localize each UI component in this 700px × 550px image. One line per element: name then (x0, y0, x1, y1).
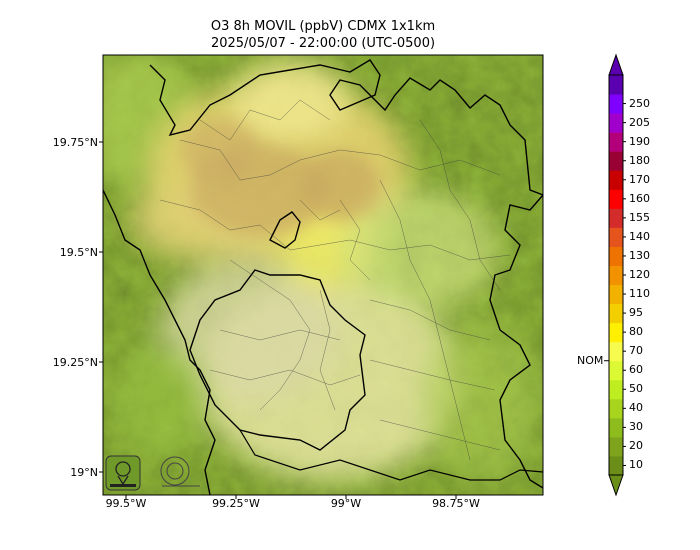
colorbar-segment (609, 246, 623, 266)
colorbar-level-label: 95 (629, 306, 643, 320)
state-border-west (103, 189, 216, 495)
lon-tick-label: 99.25°W (212, 497, 260, 510)
map-area (103, 55, 543, 495)
lat-tick-label: 19°N (70, 466, 98, 479)
colorbar-level-label: 180 (629, 153, 650, 167)
colorbar-segment (609, 227, 623, 247)
colorbar-segment (609, 189, 623, 209)
colorbar-segment (609, 303, 623, 324)
colorbar-segment (609, 151, 623, 171)
municipal-borders (159, 99, 511, 461)
lat-tick-label: 19.25°N (52, 356, 98, 369)
lat-tick-label: 19.5°N (59, 246, 98, 259)
colorbar-segment (609, 94, 623, 114)
colorbar-level-label: 190 (629, 134, 650, 148)
colorbar-level-label: 130 (629, 248, 650, 262)
colorbar-level-label: 80 (629, 325, 643, 339)
colorbar-level-label: 155 (629, 210, 650, 224)
colorbar-level-label: 170 (629, 172, 650, 186)
lon-tick-label: 98.75°W (432, 497, 480, 510)
colorbar-level-label: 205 (629, 115, 650, 129)
colorbar-segment (609, 75, 623, 95)
sedema-logo (105, 455, 141, 491)
map-title-line1: O3 8h MOVIL (ppbV) CDMX 1x1km (210, 19, 436, 34)
colorbar-level-label: 120 (629, 268, 650, 281)
state-border-mexico (149, 59, 543, 489)
colorbar-level-label: 250 (629, 96, 650, 110)
colorbar (604, 53, 626, 497)
colorbar-level-label: 110 (629, 287, 650, 301)
colorbar-segment (609, 284, 623, 305)
colorbar-segment (609, 455, 623, 476)
lat-tick-label: 19.75°N (52, 136, 98, 149)
map-title-line2: 2025/05/07 - 22:00:00 (UTC-0500) (210, 36, 436, 51)
colorbar-segment (609, 379, 623, 400)
lon-tick-label: 99°W (330, 497, 362, 510)
colorbar-level-label: 50 (629, 382, 643, 396)
map-frame (102, 54, 544, 496)
colorbar-segment (609, 398, 623, 419)
colorbar-min-extension (608, 474, 624, 497)
colorbar-level-label: 60 (629, 363, 643, 377)
colorbar-segment (609, 132, 623, 152)
colorbar-segment (609, 360, 623, 381)
lon-tick-label: 99.5°W (105, 497, 147, 510)
enclave-border (269, 211, 301, 249)
colorbar-level-label: 20 (629, 439, 643, 453)
colorbar-max-extension (608, 53, 624, 76)
colorbar-segment (609, 417, 623, 438)
colorbar-nom-label: NOM (577, 353, 604, 367)
colorbar-segment (609, 436, 623, 457)
colorbar-level-label: 70 (629, 344, 643, 358)
colorbar-segment (609, 341, 623, 362)
colorbar-segment (609, 265, 623, 286)
state-border-morelos (239, 429, 543, 481)
colorbar-level-label: 40 (629, 401, 643, 415)
axis-ticks (99, 141, 457, 499)
colorbar-segment (609, 208, 623, 228)
colorbar-level-label: 30 (629, 420, 643, 434)
cdmx-logo (160, 456, 200, 487)
colorbar-segment (609, 113, 623, 133)
colorbar-level-label: 140 (629, 229, 650, 243)
colorbar-segment (609, 170, 623, 190)
colorbar-level-label: 10 (629, 458, 643, 472)
colorbar-segment (609, 322, 623, 343)
colorbar-level-label: 160 (629, 191, 650, 205)
cdmx-border (189, 269, 366, 451)
